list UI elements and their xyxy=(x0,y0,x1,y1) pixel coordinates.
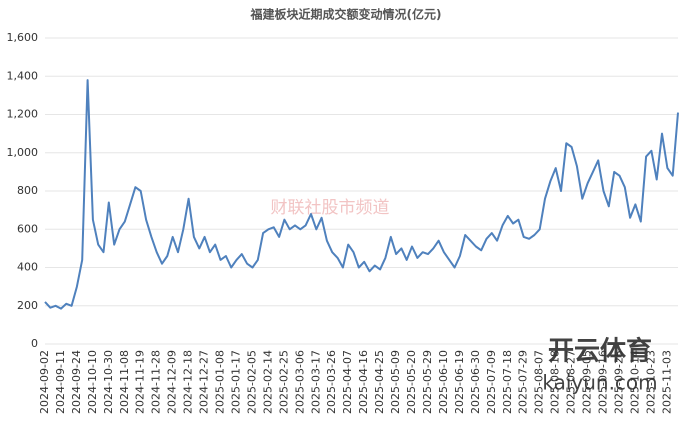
x-tick-label: 2024-09-11 xyxy=(54,350,67,414)
x-tick-label: 2024-10-10 xyxy=(86,350,99,414)
x-tick-label: 2025-02-25 xyxy=(277,350,290,414)
x-tick-label: 2025-05-20 xyxy=(405,350,418,414)
x-tick-label: 2025-04-07 xyxy=(341,350,354,414)
x-tick-label: 2025-07-09 xyxy=(485,350,498,414)
x-tick-label: 2025-10-14 xyxy=(628,350,641,414)
x-tick-label: 2024-11-08 xyxy=(118,350,131,414)
y-tick-label: 0 xyxy=(31,337,38,350)
x-tick-label: 2025-04-16 xyxy=(357,350,370,414)
x-tick-label: 2025-08-18 xyxy=(549,350,562,414)
x-tick-label: 2025-09-05 xyxy=(581,350,594,414)
y-tick-label: 800 xyxy=(17,184,38,197)
y-tick-label: 1,400 xyxy=(7,69,39,82)
y-tick-label: 400 xyxy=(17,261,38,274)
watermark: 财联社股市频道 xyxy=(271,198,390,218)
y-tick-label: 1,200 xyxy=(7,108,39,121)
y-tick-label: 600 xyxy=(17,222,38,235)
data-line xyxy=(44,79,679,310)
x-tick-label: 2024-11-19 xyxy=(134,350,147,414)
x-tick-label: 2025-08-07 xyxy=(533,350,546,414)
x-tick-label: 2025-10-23 xyxy=(644,350,657,414)
x-tick-label: 2025-01-17 xyxy=(229,350,242,414)
y-tick-label: 1,000 xyxy=(7,146,39,159)
x-tick-label: 2025-06-19 xyxy=(453,350,466,414)
x-tick-label: 2025-03-26 xyxy=(325,350,338,414)
watermark: 开云体育 xyxy=(548,336,652,367)
x-tick-label: 2025-05-09 xyxy=(389,350,402,414)
chart-title: 福建板块近期成交额变动情况(亿元) xyxy=(250,7,442,22)
x-tick-label: 2024-11-28 xyxy=(150,350,163,414)
y-tick-label: 200 xyxy=(17,299,38,312)
x-tick-label: 2025-02-14 xyxy=(261,350,274,414)
x-tick-label: 2025-07-18 xyxy=(501,350,514,414)
x-tick-label: 2024-12-09 xyxy=(166,350,179,414)
x-tick-label: 2024-09-24 xyxy=(70,350,83,414)
x-tick-label: 2024-10-30 xyxy=(102,350,115,414)
x-tick-label: 2024-12-27 xyxy=(198,350,211,414)
x-tick-label: 2024-09-02 xyxy=(38,350,51,414)
y-tick-label: 1,600 xyxy=(7,31,39,44)
x-tick-label: 2025-07-29 xyxy=(517,350,530,414)
x-tick-label: 2025-06-30 xyxy=(469,350,482,414)
x-tick-label: 2025-02-05 xyxy=(245,350,258,414)
x-tick-label: 2025-03-17 xyxy=(309,350,322,414)
x-tick-label: 2025-09-16 xyxy=(597,350,610,414)
watermark: kaiyun.com xyxy=(542,371,657,395)
x-tick-label: 2025-04-25 xyxy=(373,350,386,414)
x-tick-label: 2025-03-06 xyxy=(293,350,306,414)
x-tick-label: 2025-05-29 xyxy=(421,350,434,414)
x-tick-label: 2025-09-25 xyxy=(612,350,625,414)
x-tick-label: 2025-11-03 xyxy=(660,350,673,414)
x-tick-label: 2025-06-10 xyxy=(437,350,450,414)
x-tick-label: 2025-08-27 xyxy=(565,350,578,414)
x-tick-label: 2024-12-18 xyxy=(182,350,195,414)
x-tick-label: 2025-01-08 xyxy=(214,350,227,414)
